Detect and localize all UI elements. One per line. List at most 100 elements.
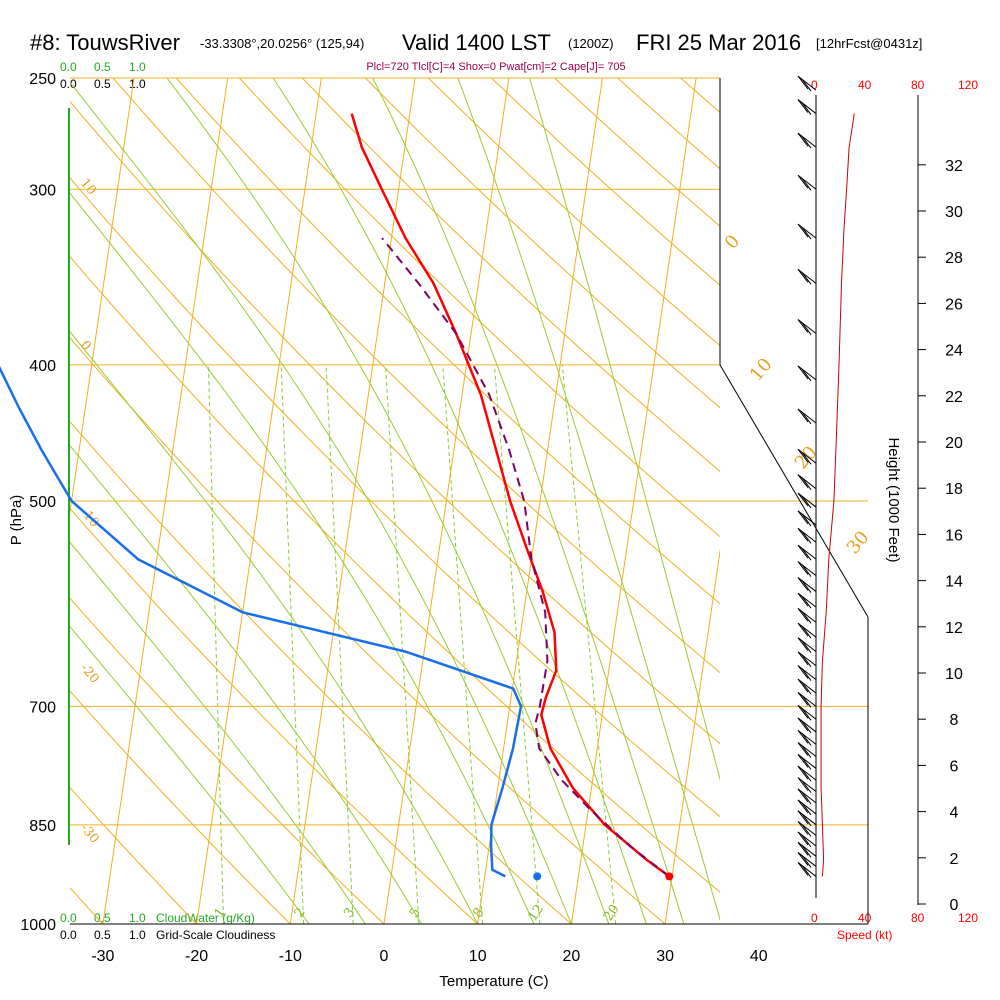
surface-temperature-point xyxy=(665,872,674,881)
wind-barb-flag xyxy=(801,226,812,240)
height-tick-label: 6 xyxy=(950,758,959,775)
wind-barb-flag xyxy=(797,527,809,542)
wind-barb-flag xyxy=(801,547,812,561)
height-tick-label: 28 xyxy=(945,250,963,267)
mixing-ratio-line xyxy=(561,364,617,924)
wind-barb xyxy=(797,474,817,490)
height-tick-label: 30 xyxy=(945,204,963,221)
height-tick-label: 4 xyxy=(950,805,959,822)
wind-barb-flag xyxy=(797,810,809,825)
mixing-ratio-label: 20 xyxy=(601,902,623,924)
wind-barb-flag xyxy=(797,841,809,856)
wind-barb-shaft xyxy=(797,174,817,190)
wind-barb-shaft xyxy=(797,799,817,815)
wind-barb-flag xyxy=(801,513,812,527)
temperature-tick-label: -30 xyxy=(91,948,114,965)
title-date: FRI 25 Mar 2016 xyxy=(636,30,801,55)
mixing-ratio-line xyxy=(384,364,420,924)
title-valid: Valid 1400 LST xyxy=(402,30,551,55)
wind-barb-flag xyxy=(797,831,809,846)
title-station: #8: TouwsRiver xyxy=(30,30,180,55)
wind-barb xyxy=(797,704,817,721)
dry-adiabat-line xyxy=(70,177,720,818)
speed-top-120: 120 xyxy=(958,78,978,92)
wind-barb-flag xyxy=(797,799,809,814)
wind-barb-flag xyxy=(801,477,812,490)
speed-bottom-40: 40 xyxy=(858,911,872,925)
wind-speed-line xyxy=(820,113,855,877)
wind-barb xyxy=(797,821,817,837)
theta-label: 0 xyxy=(721,231,744,253)
moist-adiabat-line xyxy=(70,331,479,924)
wind-barb-flag xyxy=(801,757,812,770)
wind-barb-flag xyxy=(797,765,809,780)
speed-bottom-0: 0 xyxy=(811,911,818,925)
temperature-tick-label: 10 xyxy=(469,948,487,965)
moist-adiabat-line xyxy=(70,81,572,924)
wind-barb-flag xyxy=(797,561,809,575)
mixing-ratio-line xyxy=(325,364,354,924)
wind-barb-shaft xyxy=(797,510,817,526)
title-zulu: (1200Z) xyxy=(568,36,614,51)
wind-barb-flag xyxy=(801,530,812,544)
wind-barb xyxy=(797,510,817,527)
speed-top-80: 80 xyxy=(911,78,925,92)
wind-barb-flag xyxy=(801,564,812,577)
height-tick-label: 8 xyxy=(950,712,959,729)
wind-barb xyxy=(797,408,817,425)
wind-barb xyxy=(797,365,817,382)
wind-barb-flag xyxy=(797,592,809,607)
wind-barb-shaft xyxy=(797,622,817,638)
wind-barb-flag xyxy=(797,852,809,866)
wind-barb xyxy=(797,527,817,544)
wind-barb xyxy=(797,810,817,827)
dry-adiabat-line xyxy=(70,597,385,924)
pressure-tick-label: 400 xyxy=(29,358,56,375)
wind-barb-flag xyxy=(797,637,809,651)
wind-barb-flag xyxy=(801,625,812,639)
wind-barb-flag xyxy=(797,742,809,756)
wind-barb-shaft xyxy=(797,75,817,91)
cloud-scale-bottom-black-0: 0.0 xyxy=(60,928,77,942)
wind-barb-flag xyxy=(801,707,812,721)
title-coords: -33.3308°,20.0256° (125,94) xyxy=(200,36,364,51)
wind-barb-flag xyxy=(801,855,812,868)
surface-dewpoint-point xyxy=(533,872,542,881)
wind-barb xyxy=(797,577,817,593)
wind-barb-flag xyxy=(801,865,812,878)
wind-barb xyxy=(797,448,817,465)
height-tick-label: 0 xyxy=(950,897,959,914)
wind-barb xyxy=(797,678,817,695)
dry-adiabat-line xyxy=(70,421,572,924)
temperature-tick-label: -10 xyxy=(279,948,302,965)
mixing-ratio-label: 5 xyxy=(407,905,424,920)
wind-barb xyxy=(797,841,817,858)
wind-barb-shaft xyxy=(797,527,817,543)
diagonal-border xyxy=(719,364,869,618)
wind-barb-flag xyxy=(797,651,809,666)
height-tick-label: 12 xyxy=(945,620,963,637)
moist-adiabat-line xyxy=(529,78,720,781)
parameters-line: Plcl=720 Tlcl[C]=4 Shox=0 Pwat[cm]=2 Cap… xyxy=(366,61,625,73)
temperature-tick-label: 30 xyxy=(656,948,674,965)
pressure-tick-label: 300 xyxy=(29,182,56,199)
wind-barb-shaft xyxy=(797,223,817,239)
wind-barb xyxy=(797,831,817,848)
wind-barb-shaft xyxy=(797,810,817,826)
cloud-scale-bottom-green-2: 1.0 xyxy=(129,911,146,925)
wind-barb xyxy=(797,622,817,639)
cloud-scale-top-green-0: 0.0 xyxy=(60,60,77,74)
wind-barb-flag xyxy=(801,720,812,734)
wind-barb xyxy=(797,665,817,681)
speed-top-0: 0 xyxy=(811,78,818,92)
dry-adiabat-line xyxy=(112,78,720,674)
wind-barb xyxy=(797,75,817,92)
background-grid xyxy=(70,78,720,924)
wind-barb-flag xyxy=(801,177,812,191)
wind-barb-shaft xyxy=(797,717,817,733)
wind-barb-shaft xyxy=(797,592,817,608)
wind-barb-flag xyxy=(797,678,809,693)
wind-barb-flag xyxy=(797,132,809,147)
wind-barb xyxy=(797,729,817,746)
